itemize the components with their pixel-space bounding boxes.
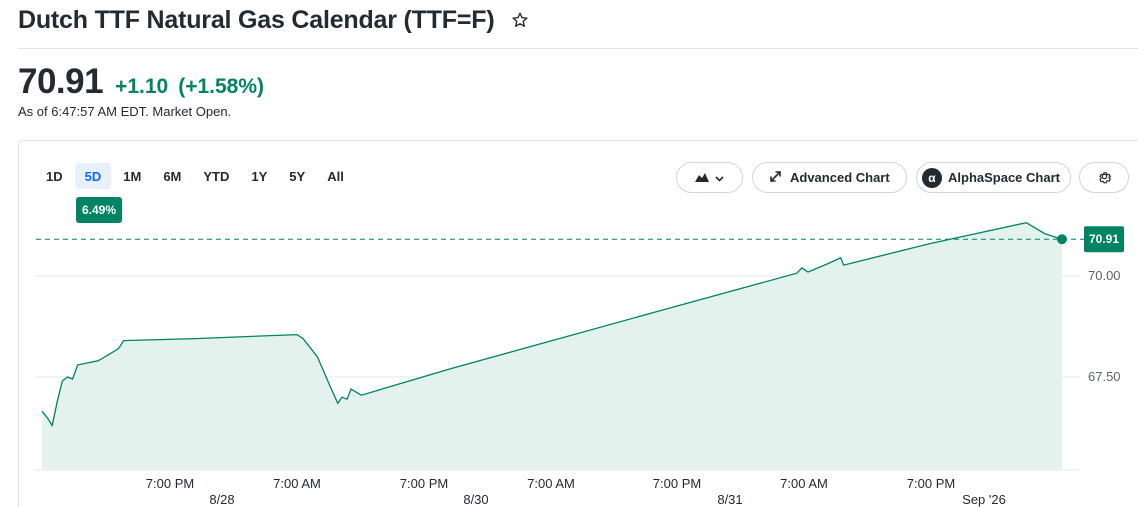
range-tab-5d[interactable]: 5D — [74, 163, 112, 189]
mountain-chart-icon — [695, 170, 709, 185]
range-performance-badge: 6.49% — [76, 197, 123, 223]
market-status: As of 6:47:57 AM EDT. Market Open. — [18, 104, 232, 119]
range-tab-1y[interactable]: 1Y — [251, 168, 268, 184]
chart-card — [18, 140, 1138, 507]
range-tab-1m[interactable]: 1M — [123, 168, 142, 184]
expand-arrows-icon — [769, 170, 782, 186]
range-tab-all[interactable]: All — [327, 168, 344, 184]
advanced-chart-button[interactable]: Advanced Chart — [752, 162, 907, 193]
last-price: 70.91 — [18, 62, 104, 101]
range-tab-ytd[interactable]: YTD — [203, 168, 230, 184]
gear-icon — [1097, 169, 1112, 187]
chevron-down-icon — [715, 170, 724, 185]
range-tab-5y[interactable]: 5Y — [289, 168, 306, 184]
alphaspace-logo-icon: α — [922, 167, 942, 188]
alphaspace-chart-button[interactable]: α AlphaSpace Chart — [916, 162, 1071, 193]
divider — [18, 48, 1138, 49]
star-outline-icon[interactable] — [510, 10, 530, 30]
price-block: 70.91 +1.10 (+1.58%) — [18, 62, 264, 102]
range-tab-6m[interactable]: 6M — [163, 168, 182, 184]
page-title: Dutch TTF Natural Gas Calendar (TTF=F) — [18, 5, 495, 34]
chart-settings-button[interactable] — [1079, 162, 1129, 193]
chart-type-button[interactable] — [676, 162, 743, 193]
price-change: +1.10 — [115, 75, 169, 98]
advanced-chart-label: Advanced Chart — [790, 170, 890, 185]
quote-header: Dutch TTF Natural Gas Calendar (TTF=F) — [18, 4, 530, 36]
range-tab-1d[interactable]: 1D — [46, 168, 63, 184]
alphaspace-chart-label: AlphaSpace Chart — [948, 170, 1060, 185]
price-change-percent: (+1.58%) — [178, 75, 265, 98]
range-tabs: 1D 5D 1M 6M YTD 1Y 5Y All — [36, 163, 356, 189]
